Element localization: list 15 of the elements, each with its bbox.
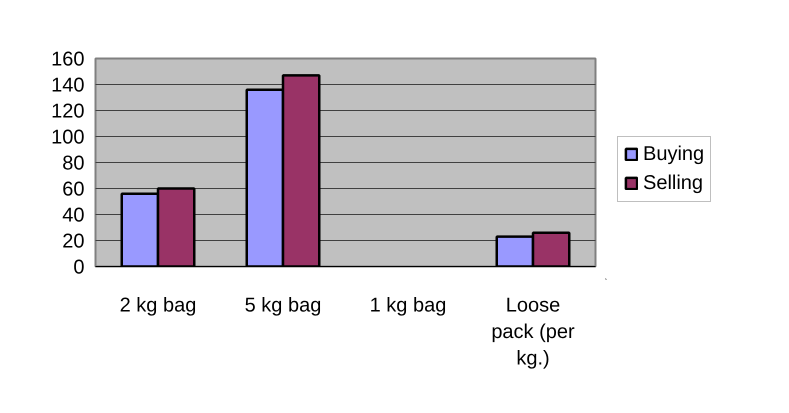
x-tick-label: 1 kg bag: [370, 294, 446, 316]
x-tick-label: 2 kg bag: [120, 294, 196, 316]
legend-label: Selling: [643, 172, 704, 194]
y-tick-label: 0: [73, 256, 84, 278]
y-tick-label: 60: [62, 178, 85, 200]
y-tick-label: 120: [51, 100, 85, 122]
x-tick-label: Loose pack (per kg.): [491, 294, 576, 370]
y-tick-label: 160: [51, 48, 85, 70]
y-tick-label: 140: [51, 74, 85, 96]
y-tick-label: 80: [62, 152, 85, 174]
legend-label: Buying: [643, 142, 704, 166]
y-tick-label: 40: [62, 204, 85, 226]
y-tick-label: 100: [51, 126, 85, 148]
x-tick-label: 5 kg bag: [244, 294, 322, 316]
y-tick-label: 20: [62, 230, 85, 252]
